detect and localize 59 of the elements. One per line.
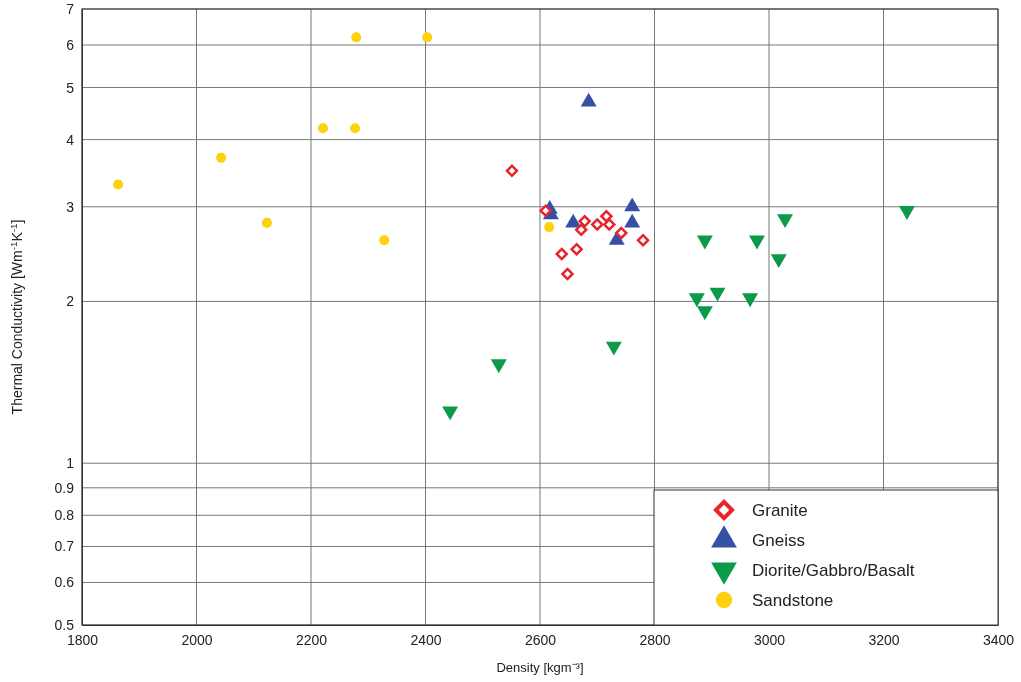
x-tick-label: 2200 — [295, 631, 328, 648]
x-tick-label: 2400 — [410, 631, 442, 648]
point — [770, 254, 787, 269]
y-tick-label: 4 — [66, 131, 75, 148]
point — [688, 293, 705, 308]
point — [351, 32, 362, 43]
point — [605, 341, 622, 356]
point — [636, 233, 650, 247]
point — [561, 267, 574, 281]
point — [696, 235, 713, 250]
point — [317, 123, 329, 134]
y-tick-label: 0.8 — [54, 507, 75, 524]
point — [574, 223, 588, 236]
point — [422, 32, 433, 43]
x-tick-label: 2000 — [181, 631, 213, 648]
y-tick-label: 0.7 — [54, 538, 75, 555]
point — [350, 123, 361, 134]
x-tick-label: 3000 — [753, 631, 786, 648]
point — [709, 287, 726, 302]
point — [578, 214, 591, 228]
legend-label: Granite — [752, 501, 808, 520]
y-tick-label: 2 — [66, 293, 75, 310]
point — [544, 222, 555, 233]
point — [216, 152, 227, 163]
legend-label: Sandstone — [752, 591, 834, 610]
x-axis-title: Density [kgm⁻³] — [496, 660, 584, 675]
point — [696, 306, 713, 321]
point — [379, 235, 390, 246]
x-tick-label: 2600 — [524, 631, 557, 648]
y-tick-label: 7 — [66, 0, 75, 17]
point — [539, 204, 552, 217]
y-tick-label: 3 — [66, 198, 75, 215]
x-tick-label: 2800 — [639, 631, 671, 648]
point — [615, 226, 628, 240]
point — [113, 179, 124, 190]
point — [899, 206, 915, 220]
x-tick-label: 3400 — [982, 631, 1015, 648]
point — [570, 243, 583, 256]
point — [490, 359, 507, 374]
x-tick-label: 3200 — [868, 631, 900, 648]
y-tick-label: 0.6 — [54, 574, 75, 591]
x-tick-label: 1800 — [66, 631, 99, 648]
point — [261, 217, 272, 228]
point — [505, 164, 519, 178]
point — [603, 218, 616, 231]
point — [591, 218, 604, 231]
point — [555, 247, 568, 261]
point — [742, 293, 759, 308]
y-tick-label: 5 — [66, 79, 75, 96]
y-tick-label: 6 — [66, 36, 75, 53]
point — [749, 235, 765, 250]
y-tick-label: 0.5 — [54, 616, 75, 633]
legend-label: Diorite/Gabbro/Basalt — [752, 561, 915, 580]
point — [777, 214, 793, 228]
legend-label: Gneiss — [752, 531, 805, 550]
y-tick-label: 1 — [66, 455, 75, 472]
point — [600, 210, 613, 223]
point — [442, 406, 459, 421]
y-tick-label: 0.9 — [54, 479, 75, 496]
